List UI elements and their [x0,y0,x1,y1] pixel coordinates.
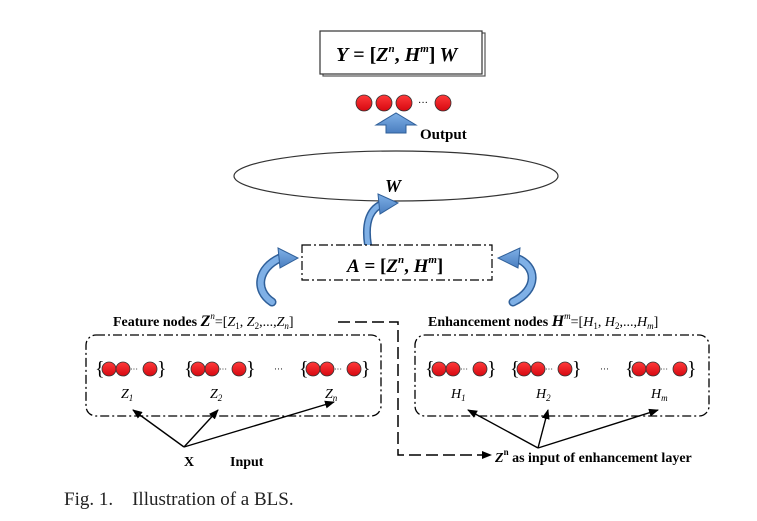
weight-label: W [385,176,403,196]
open-brace: { [184,358,194,380]
feature-node [319,361,335,377]
node-ellipsis: ··· [219,365,227,374]
enhancement-node [530,361,546,377]
hidden-formula-box [301,244,493,281]
output-node [395,94,413,112]
feature-group-label: Z1 [121,387,133,403]
curved-arrow-to-weights [362,193,400,249]
output-node [434,94,452,112]
enhancement-group-label: H1 [450,387,466,403]
output-node-ellipsis: ··· [418,98,428,109]
open-brace: { [95,358,105,380]
feature-node [190,361,206,377]
enhancement-group-label: Hm [650,387,668,403]
output-formula-box: Y = [Zn, Hm] W [319,30,486,77]
open-brace: { [510,358,520,380]
output-node [375,94,393,112]
enhancement-node-groups: { ···} H1 { ···} H2 { ···} Hm ··· [425,358,697,403]
feature-node [231,361,247,377]
feature-node-groups: { ···} Z1 { ···} Z2 { ···} Zn ··· [95,358,371,403]
open-brace: { [425,358,435,380]
feature-group: { ···} Z2 [184,358,256,403]
close-brace: } [157,358,167,380]
close-brace: } [246,358,256,380]
weight-ellipse [233,150,559,202]
output-up-arrow [374,112,418,134]
enhancement-node [431,361,447,377]
enhancement-node [472,361,488,377]
node-ellipsis: ··· [545,365,553,374]
enhancement-group: { ···} H1 [425,358,497,403]
close-brace: } [487,358,497,380]
enhancement-group: { ···} H2 [510,358,582,403]
close-brace: } [361,358,371,380]
enhancement-node [645,361,661,377]
node-ellipsis: ··· [130,365,138,374]
enhancement-node [631,361,647,377]
input-label: Input [230,455,264,470]
close-brace: } [572,358,582,380]
input-x-label: X [184,455,194,470]
node-ellipsis: ··· [660,365,668,374]
feature-node [142,361,158,377]
feature-group-label: Z2 [210,387,223,403]
figure-caption: Fig. 1. Illustration of a BLS. [64,489,294,510]
feature-node [204,361,220,377]
node-ellipsis: ··· [334,365,342,374]
output-nodes: ··· [355,94,452,112]
feature-group-label: Zn [325,387,338,403]
node-ellipsis: ··· [460,365,468,374]
output-node [355,94,373,112]
enhancement-node [445,361,461,377]
enhancement-input-arrows [467,408,659,449]
enhancement-node [672,361,688,377]
feature-group: { ···} Z1 [95,358,167,403]
enhancement-group: { ···} Hm [625,358,697,403]
input-arrows [132,400,335,448]
enhancement-nodes-title: Enhancement nodes Hm=[H1, H2,...,Hm] [428,311,658,331]
feature-node [305,361,321,377]
enhancement-node [516,361,532,377]
open-brace: { [625,358,635,380]
feature-node [346,361,362,377]
feature-nodes-box [85,334,382,417]
close-brace: } [687,358,697,380]
feature-node [115,361,131,377]
feature-to-enhancement-connector [338,321,492,459]
feature-node [101,361,117,377]
output-label: Output [420,127,467,143]
enhancement-groups-ellipsis: ··· [600,364,609,374]
enhancement-group-label: H2 [535,387,551,403]
open-brace: { [299,358,309,380]
feature-nodes-title: Feature nodes Zn=[Z1, Z2,...,Zn] [113,311,294,331]
feature-group: { ···} Zn [299,358,371,403]
curved-arrow-enhancement-to-hidden [496,247,537,307]
enhancement-input-note: Zn as input of enhancement layer [494,447,692,466]
enhancement-node [557,361,573,377]
curved-arrow-feature-to-hidden [256,247,300,307]
hidden-formula: A = [Zn, Hm] [346,254,443,277]
enhancement-nodes-box [414,334,710,417]
feature-groups-ellipsis: ··· [274,364,283,374]
output-formula: Y = [Zn, Hm] W [336,43,458,66]
